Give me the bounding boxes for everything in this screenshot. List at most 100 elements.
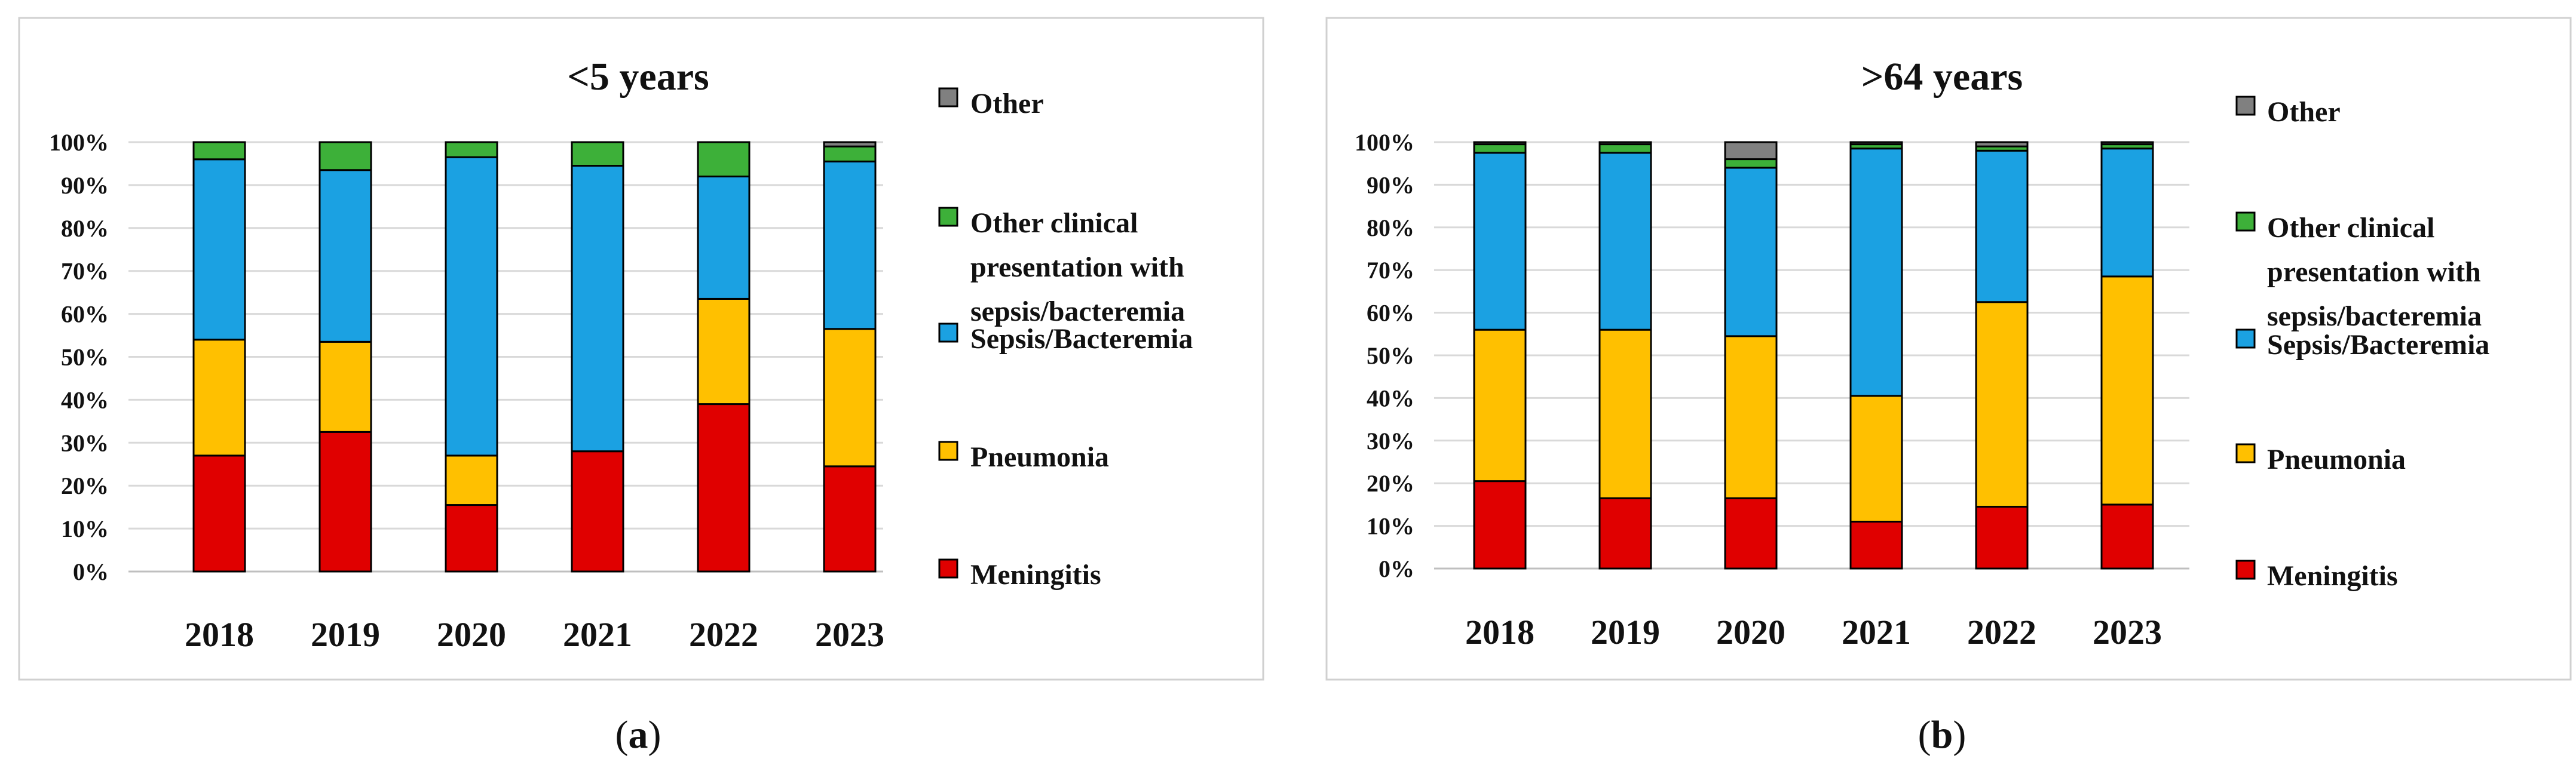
chart-a: 0% 10% 20% 30% 40% 50% 60% 70% 80% 90% 100% 2018 201… xyxy=(49,87,1193,654)
y-tick-label-b: 90% xyxy=(1367,171,1414,198)
legend-swatch-a xyxy=(938,441,958,461)
bar-segment-b xyxy=(1975,505,2029,570)
legend-label-a: Sepsis/Bacteremia xyxy=(970,323,1193,355)
bar-segment-a xyxy=(823,465,877,573)
chart-title-b: >64 years xyxy=(1861,55,2023,99)
x-tick-label-a: 2021 xyxy=(563,615,632,654)
y-tick-label-a: 50% xyxy=(61,344,109,371)
bar-segment-b xyxy=(1975,149,2029,303)
legend-label-a: Other clinical presentation with sepsis/ba… xyxy=(970,207,1185,327)
y-tick-label-a: 40% xyxy=(61,386,109,413)
bar-segment-a xyxy=(697,141,751,178)
x-tick-label-a: 2023 xyxy=(815,615,884,654)
legend-swatch-a xyxy=(938,87,958,107)
bar-segment-b xyxy=(1473,141,1527,146)
bar-segment-b xyxy=(2100,141,2154,146)
panel-label-a-letter: a xyxy=(629,713,648,757)
panel-label-b-letter: b xyxy=(1931,713,1953,757)
y-tick-label-b: 20% xyxy=(1367,470,1414,497)
y-tick-label-a: 70% xyxy=(61,258,109,285)
x-tick-label-b: 2018 xyxy=(1465,613,1534,652)
bar-segment-b xyxy=(1849,148,1903,397)
legend-label-b: Other xyxy=(2267,96,2341,128)
bar-segment-b xyxy=(1724,335,1778,499)
y-tick-label-b: 50% xyxy=(1367,342,1414,369)
legend-swatch-b xyxy=(2235,443,2256,463)
x-tick-label-b: 2023 xyxy=(2093,613,2162,652)
bar-segment-a xyxy=(823,145,877,162)
y-tick-label-a: 90% xyxy=(61,172,109,199)
y-tick-label-a: 20% xyxy=(61,472,109,499)
y-tick-label-a: 100% xyxy=(49,129,109,156)
bar-segment-b xyxy=(1598,143,1652,154)
bar-segment-b xyxy=(1849,141,1903,146)
y-tick-label-a: 30% xyxy=(61,429,109,456)
bar-segment-b xyxy=(1473,143,1527,154)
bar-segment-b xyxy=(1975,301,2029,508)
bar-segment-a xyxy=(318,141,372,171)
y-tick-label-b: 100% xyxy=(1355,129,1414,156)
x-tick-label-a: 2020 xyxy=(437,615,506,654)
legend-swatch-b xyxy=(2235,328,2256,349)
bar-segment-b xyxy=(1975,141,2029,148)
bar-segment-b xyxy=(1473,328,1527,483)
y-tick-label-b: 70% xyxy=(1367,257,1414,284)
y-tick-label-b: 10% xyxy=(1367,513,1414,540)
bar-segment-b xyxy=(1598,497,1652,570)
bar-segment-a xyxy=(697,176,751,300)
y-tick-label-a: 80% xyxy=(61,215,109,242)
x-tick-label-b: 2020 xyxy=(1716,613,1785,652)
y-tick-label-a: 10% xyxy=(61,515,109,542)
legend-label-a: Pneumonia xyxy=(970,441,1109,473)
bar-segment-a xyxy=(823,160,877,330)
y-tick-label-b: 60% xyxy=(1367,300,1414,327)
legend-swatch-b xyxy=(2235,211,2256,232)
y-tick-label-a: 0% xyxy=(73,558,109,585)
bar-segment-a xyxy=(823,328,877,468)
bar-segment-b xyxy=(2100,148,2154,278)
legend-swatch-a xyxy=(938,322,958,343)
bar-segment-a xyxy=(571,141,624,167)
bar-segment-b xyxy=(1598,328,1652,499)
legend-label-b: Pneumonia xyxy=(2267,444,2406,475)
legend-label-a: Other xyxy=(970,88,1044,119)
legend-label-b: Sepsis/Bacteremia xyxy=(2267,329,2489,361)
bar-segment-b xyxy=(1724,141,1778,161)
x-tick-label-a: 2018 xyxy=(185,615,254,654)
y-tick-label-b: 30% xyxy=(1367,428,1414,454)
bar-segment-a xyxy=(445,504,498,573)
bar-segment-b xyxy=(1849,395,1903,523)
bar-segment-b xyxy=(1598,152,1652,331)
bar-segment-b xyxy=(2100,275,2154,506)
bar-segment-a xyxy=(192,141,246,161)
legend-swatch-b xyxy=(2235,96,2256,116)
legend-swatch-b xyxy=(2235,560,2256,580)
bar-segment-a xyxy=(192,454,246,573)
bar-segment-a xyxy=(445,454,498,506)
x-tick-label-b: 2021 xyxy=(1842,613,1911,652)
x-tick-label-a: 2019 xyxy=(311,615,380,654)
bar-segment-a xyxy=(192,158,246,341)
legend-label-b: Meningitis xyxy=(2267,560,2398,592)
bar-segment-a xyxy=(823,141,877,148)
bar-segment-b xyxy=(1724,167,1778,337)
bar-segment-a xyxy=(445,141,498,158)
x-tick-label-a: 2022 xyxy=(689,615,758,654)
legend-swatch-a xyxy=(938,558,958,579)
legend-swatch-a xyxy=(938,207,958,227)
legend-label-a: Meningitis xyxy=(970,559,1101,591)
chart-b: 0% 10% 20% 30% 40% 50% 60% 70% 80% 90% 100% 2018 201… xyxy=(1355,96,2489,652)
bar-segment-a xyxy=(445,156,498,457)
y-tick-label-b: 40% xyxy=(1367,385,1414,411)
bar-segment-a xyxy=(318,431,372,573)
bar-segment-b xyxy=(1473,152,1527,331)
bar-segment-a xyxy=(318,340,372,433)
x-tick-label-b: 2022 xyxy=(1967,613,2036,652)
bar-segment-a xyxy=(697,297,751,405)
bar-segment-b xyxy=(2100,503,2154,570)
y-tick-label-b: 0% xyxy=(1379,555,1414,582)
bar-segment-a xyxy=(697,403,751,573)
bar-segment-b xyxy=(1849,520,1903,570)
y-tick-label-a: 60% xyxy=(61,301,109,328)
